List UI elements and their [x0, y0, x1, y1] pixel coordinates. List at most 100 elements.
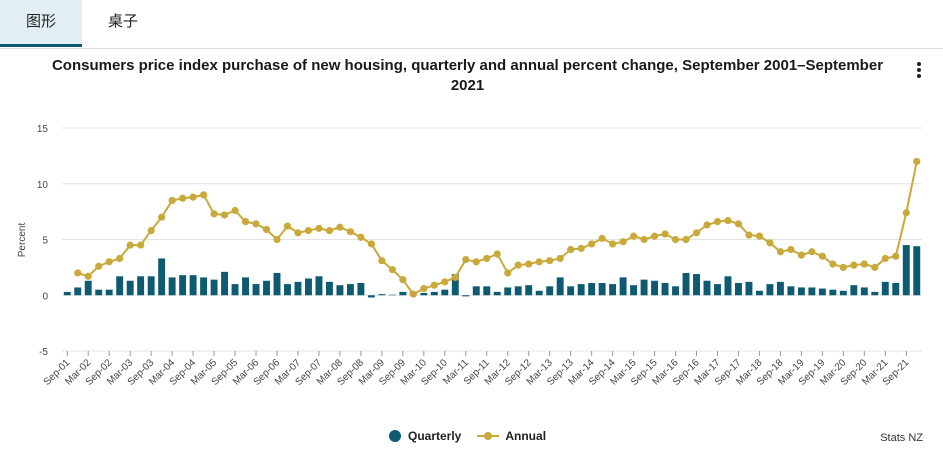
quarterly-bar	[724, 276, 732, 296]
source-credit: Stats NZ	[880, 432, 923, 444]
quarterly-bar	[168, 277, 176, 296]
annual-point	[787, 245, 795, 254]
quarterly-bar	[336, 285, 344, 296]
annual-point	[74, 269, 82, 277]
annual-point	[493, 250, 501, 258]
y-tick-label: 0	[42, 291, 48, 302]
quarterly-bar	[242, 277, 249, 296]
annual-point	[262, 225, 271, 234]
annual-point	[483, 254, 491, 263]
quarterly-bar	[462, 295, 470, 297]
quarterly-bar	[714, 284, 721, 296]
quarterly-bar	[493, 291, 501, 296]
annual-point	[734, 220, 743, 228]
annual-point	[514, 261, 522, 269]
quarterly-bar	[84, 280, 92, 296]
quarterly-bar	[137, 276, 145, 296]
quarterly-bars	[63, 245, 921, 298]
quarterly-bar	[892, 282, 900, 296]
quarterly-bar	[546, 286, 554, 296]
quarterly-bar	[619, 277, 627, 296]
tab-chart[interactable]: 图形	[0, 0, 82, 47]
quarterly-bar	[556, 277, 564, 296]
annual-point	[504, 269, 512, 277]
quarterly-bar	[776, 281, 784, 296]
quarterly-bar	[367, 295, 375, 298]
annual-point	[598, 234, 606, 242]
annual-point	[472, 258, 480, 266]
annual-point	[525, 260, 533, 268]
annual-point	[357, 233, 365, 241]
annual-point	[650, 232, 659, 240]
annual-point	[179, 194, 187, 202]
quarterly-bar	[630, 285, 638, 296]
annual-point	[84, 272, 92, 280]
annual-point	[808, 248, 816, 256]
quarterly-bar	[787, 286, 795, 296]
quarterly-bar	[850, 285, 858, 296]
quarterly-bar	[305, 278, 312, 296]
quarterly-bar	[263, 280, 270, 296]
quarterly-bar	[808, 287, 816, 296]
quarterly-bar	[640, 279, 648, 296]
annual-point	[367, 240, 375, 248]
chart-menu-icon[interactable]	[912, 60, 926, 80]
annual-point	[220, 211, 229, 219]
annual-point	[399, 276, 407, 284]
legend-quarterly[interactable]: Quarterly	[388, 429, 461, 443]
legend-annual-marker-icon	[477, 432, 500, 440]
quarterly-bar	[703, 280, 711, 296]
legend-quarterly-marker-icon	[389, 430, 401, 442]
legend: Quarterly Annual	[388, 429, 562, 443]
quarterly-bar	[221, 271, 229, 296]
annual-point	[199, 191, 208, 199]
x-tick-labels: Sep-01Mar-02Sep-02Mar-03Sep-03Mar-04Sep-…	[42, 351, 912, 388]
tab-bar: 图形 桌子	[0, 0, 943, 49]
quarterly-bar	[577, 284, 585, 296]
annual-point	[304, 226, 313, 235]
annual-point	[546, 257, 554, 265]
quarterly-bar	[388, 294, 396, 296]
quarterly-bar	[860, 287, 868, 296]
annual-point	[409, 290, 417, 298]
annual-point	[158, 213, 166, 221]
quarterly-bar	[598, 282, 606, 296]
quarterly-bar	[472, 286, 480, 296]
quarterly-bar	[913, 246, 921, 296]
annual-point	[252, 220, 260, 228]
annual-point	[850, 261, 858, 269]
annual-point	[95, 262, 103, 270]
legend-annual[interactable]: Annual	[477, 429, 546, 443]
quarterly-bar	[126, 280, 134, 296]
y-tick-label: 5	[42, 236, 48, 247]
quarterly-bar	[315, 276, 323, 296]
annual-point	[336, 223, 344, 231]
annual-point	[189, 193, 197, 201]
annual-point	[577, 244, 585, 253]
annual-point	[105, 258, 113, 266]
annual-point	[839, 263, 847, 271]
tab-table[interactable]: 桌子	[107, 13, 138, 30]
quarterly-bar	[357, 282, 365, 296]
quarterly-bar	[525, 285, 533, 296]
annual-point	[829, 260, 837, 268]
quarterly-bar	[651, 280, 659, 296]
annual-point	[231, 206, 239, 215]
quarterly-bar	[105, 289, 113, 296]
annual-point	[462, 255, 470, 264]
annual-point	[609, 240, 617, 248]
annual-point	[892, 252, 900, 260]
quarterly-bar	[420, 293, 428, 296]
quarterly-bar	[200, 277, 208, 296]
quarterly-bar	[231, 284, 239, 296]
annual-point	[346, 228, 355, 236]
quarterly-bar	[672, 286, 679, 296]
annual-point	[724, 216, 732, 225]
quarterly-bar	[755, 290, 763, 296]
annual-point	[619, 238, 627, 246]
annual-point	[682, 235, 690, 244]
annual-point	[818, 252, 826, 260]
quarterly-bar	[682, 272, 690, 296]
grid-lines	[62, 127, 922, 352]
